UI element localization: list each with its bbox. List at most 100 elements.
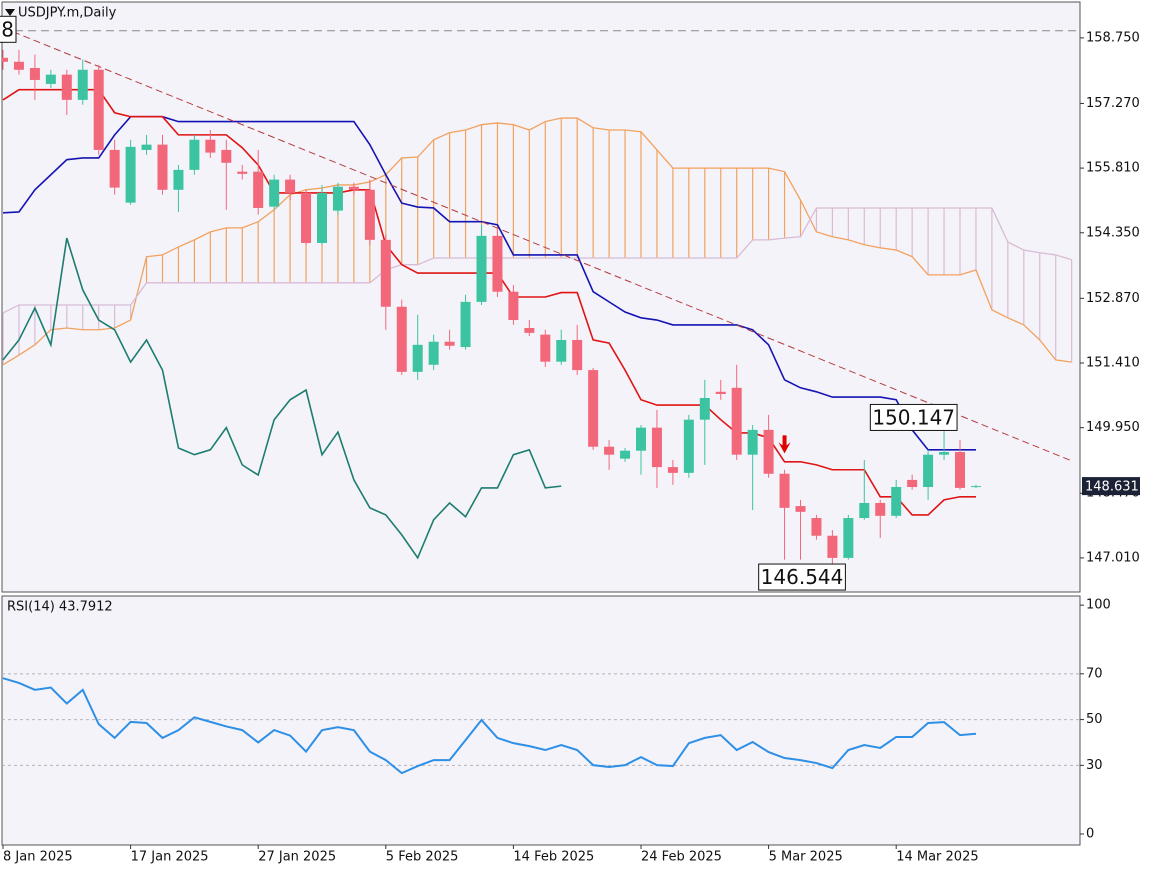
candle-body xyxy=(540,334,551,362)
price-label: 146.544 xyxy=(761,565,844,589)
indicator-line xyxy=(2,88,976,516)
rsi-plot xyxy=(2,673,1080,775)
candle-body xyxy=(444,341,455,346)
y-tick-label: 155.810 xyxy=(1086,161,1140,176)
candle-body xyxy=(731,387,742,455)
candle-body xyxy=(301,192,312,243)
rsi-tick-label: 70 xyxy=(1086,666,1103,681)
rsi-title: RSI(14) 43.7912 xyxy=(7,600,113,615)
cloud-edge xyxy=(2,207,1072,314)
x-tick-label: 14 Mar 2025 xyxy=(896,850,978,865)
candle-body xyxy=(891,487,902,516)
candle-body xyxy=(651,427,662,468)
candle-body xyxy=(13,61,24,70)
rsi-tick-label: 100 xyxy=(1086,598,1111,613)
price-label-box xyxy=(0,15,17,43)
candle-body xyxy=(667,467,678,473)
candle-body xyxy=(61,74,72,100)
y-tick-label: 157.270 xyxy=(1086,96,1140,111)
candle-body xyxy=(556,339,567,362)
main-plot xyxy=(2,27,1080,579)
candle-body xyxy=(141,144,152,150)
price-label: 78 xyxy=(0,17,14,41)
price-label: 150.147 xyxy=(872,405,955,429)
candle-body xyxy=(221,149,232,163)
candle-body xyxy=(923,454,934,488)
y-tick-label: 151.410 xyxy=(1086,355,1140,370)
candle-body xyxy=(843,518,854,558)
x-tick-label: 8 Jan 2025 xyxy=(3,850,73,865)
candle-body xyxy=(253,171,264,208)
candle-body xyxy=(173,169,184,190)
candle-body xyxy=(460,301,471,348)
candle-body xyxy=(955,452,965,488)
candle-body xyxy=(125,146,136,203)
menu-icon xyxy=(5,9,15,16)
candle-body xyxy=(189,139,200,170)
cloud-edge xyxy=(2,117,1072,366)
candle-body xyxy=(348,186,359,190)
chart-title: USDJPY.m,Daily xyxy=(18,6,117,21)
candle-body xyxy=(699,397,710,420)
candle-body xyxy=(269,179,280,207)
candle-body xyxy=(715,391,726,395)
price-label-box xyxy=(758,563,846,591)
candle-body xyxy=(747,429,758,455)
candle-body xyxy=(588,370,599,447)
candle-body xyxy=(29,67,40,80)
candle-body xyxy=(476,235,487,302)
candle-body xyxy=(763,429,774,474)
rsi-tick-label: 30 xyxy=(1086,758,1103,773)
candle-body xyxy=(827,535,838,558)
indicator-line xyxy=(2,115,976,451)
y-tick-label: 154.350 xyxy=(1086,225,1140,240)
candle-body xyxy=(205,139,216,153)
overlay: USDJPY.m,Daily RSI(14) 43.7912 147.010 14… xyxy=(0,6,1140,865)
price-label-box xyxy=(869,403,958,431)
candle-body xyxy=(412,344,423,372)
candle-body xyxy=(620,450,631,459)
candle-body xyxy=(364,189,375,240)
x-tick-label: 27 Jan 2025 xyxy=(258,850,336,865)
candle-body xyxy=(317,192,327,243)
candle-body xyxy=(396,306,407,372)
x-tick-label: 14 Feb 2025 xyxy=(513,850,594,865)
candle-body xyxy=(332,186,343,211)
candle-body xyxy=(109,149,120,188)
candle-body xyxy=(285,179,296,193)
candle-body xyxy=(428,341,439,365)
signal-arrow xyxy=(778,435,791,454)
rsi-line xyxy=(2,677,977,775)
y-tick-label: 147.010 xyxy=(1086,550,1140,565)
candle-body xyxy=(2,57,8,62)
trendline xyxy=(2,27,1072,462)
candle-body xyxy=(636,427,646,451)
candle-body xyxy=(157,144,168,190)
last-price-label: 148.631 xyxy=(1085,480,1139,495)
candle-body xyxy=(811,518,822,536)
x-tick-label: 17 Jan 2025 xyxy=(131,850,209,865)
candle-body xyxy=(875,502,886,516)
candle-body xyxy=(683,419,694,473)
rsi-tick-label: 50 xyxy=(1086,712,1103,727)
candle-body xyxy=(524,328,535,333)
candle-body xyxy=(237,171,248,174)
candle-body xyxy=(907,479,918,488)
candle-body xyxy=(492,235,503,292)
y-tick-label: 158.750 xyxy=(1086,30,1140,45)
x-tick-label: 5 Mar 2025 xyxy=(769,850,843,865)
indicator-line xyxy=(2,237,562,560)
rsi-tick-label: 0 xyxy=(1086,827,1094,842)
candle-body xyxy=(939,452,950,455)
candle-body xyxy=(795,506,806,512)
candle-body xyxy=(380,239,391,307)
candle-body xyxy=(93,69,104,150)
candle-body xyxy=(859,502,870,519)
candle-body xyxy=(604,446,615,455)
last-price-tag xyxy=(1082,477,1140,496)
x-tick-label: 5 Feb 2025 xyxy=(386,850,459,865)
y-tick-label: 149.950 xyxy=(1086,420,1140,435)
candle-body xyxy=(77,69,88,100)
